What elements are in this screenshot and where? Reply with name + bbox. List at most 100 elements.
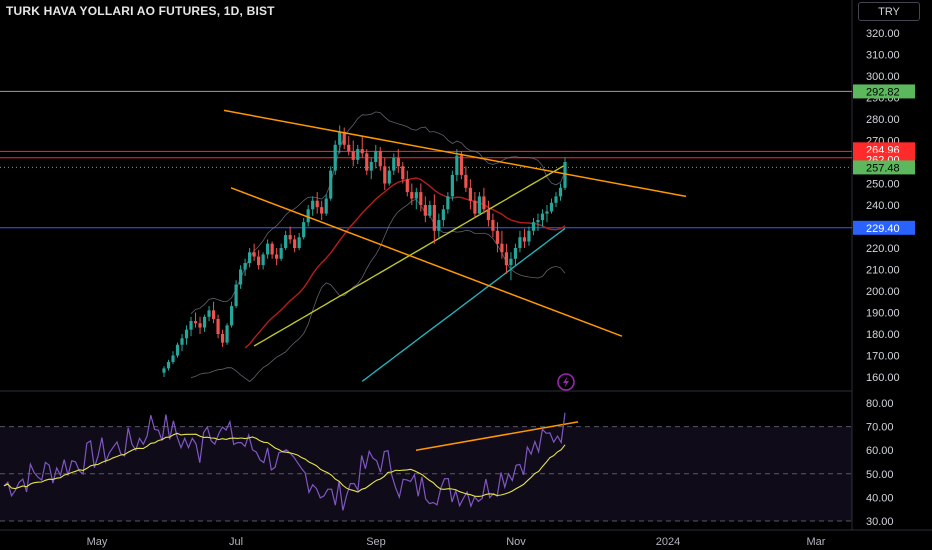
candle-body bbox=[338, 131, 342, 145]
candle-body bbox=[329, 170, 333, 199]
price-tick-label: 320.00 bbox=[866, 28, 900, 40]
candle-body bbox=[293, 239, 297, 248]
rsi-series bbox=[3, 412, 566, 511]
candle-body bbox=[545, 211, 549, 214]
bollinger-bands bbox=[190, 111, 566, 383]
candle-body bbox=[297, 237, 301, 248]
price-label: 257.48 bbox=[866, 162, 900, 174]
candle-body bbox=[509, 258, 513, 266]
time-tick-label: Mar bbox=[807, 536, 826, 548]
candle-body bbox=[428, 205, 432, 216]
horizontal-lines[interactable] bbox=[0, 90, 852, 229]
candle-body bbox=[252, 252, 256, 257]
candle-body bbox=[495, 230, 500, 244]
time-tick-label: Nov bbox=[506, 536, 526, 548]
price-tick-label: 300.00 bbox=[866, 71, 900, 83]
candle-body bbox=[342, 131, 346, 145]
candle-body bbox=[193, 321, 198, 324]
rsi-line bbox=[3, 412, 566, 511]
candle-body bbox=[184, 329, 189, 339]
candle-body bbox=[549, 202, 554, 212]
candle-body bbox=[243, 263, 247, 270]
candle-body bbox=[284, 235, 288, 248]
candle-body bbox=[473, 200, 477, 214]
time-axis[interactable]: May Jul Sep Nov 2024 Mar bbox=[87, 536, 826, 548]
candle-body bbox=[324, 198, 328, 214]
candle-body bbox=[333, 144, 337, 171]
candle-body bbox=[279, 248, 283, 259]
trendlines[interactable] bbox=[223, 109, 687, 451]
price-label-box bbox=[853, 160, 915, 175]
candle-body bbox=[554, 196, 558, 203]
price-label-box bbox=[853, 84, 915, 99]
price-tick-label: 180.00 bbox=[866, 329, 900, 341]
rsi-tick-label: 30.00 bbox=[866, 516, 894, 528]
candle-body bbox=[378, 151, 382, 167]
ma-red-line bbox=[244, 177, 566, 349]
bollinger-lower bbox=[190, 198, 566, 383]
candle-body bbox=[513, 248, 518, 259]
price-label: 229.40 bbox=[866, 223, 900, 235]
candle-body bbox=[171, 355, 175, 362]
candle-body bbox=[302, 222, 306, 238]
candle-body bbox=[419, 192, 423, 205]
candle-body bbox=[401, 166, 405, 180]
candle-body bbox=[522, 237, 527, 242]
currency-button[interactable]: TRY bbox=[858, 2, 920, 21]
candle-body bbox=[351, 151, 355, 160]
candle-body bbox=[441, 209, 445, 221]
candle-body bbox=[238, 269, 243, 285]
candle-body bbox=[275, 254, 279, 259]
candle-body bbox=[180, 338, 184, 345]
candle-body bbox=[315, 200, 319, 208]
price-tick-label: 170.00 bbox=[866, 351, 900, 363]
candle-body bbox=[365, 153, 369, 171]
candle-body bbox=[374, 151, 378, 162]
candle-body bbox=[248, 252, 252, 264]
candle-body bbox=[468, 187, 472, 201]
rsi-tick-label: 80.00 bbox=[866, 398, 894, 410]
candle-body bbox=[288, 235, 292, 240]
trendline-upper bbox=[223, 109, 687, 198]
candle-body bbox=[369, 162, 373, 171]
rsi-tick-label: 40.00 bbox=[866, 492, 894, 504]
candle-body bbox=[220, 334, 225, 343]
candle-body bbox=[162, 368, 166, 373]
time-tick-label: Sep bbox=[366, 536, 386, 548]
candle-body bbox=[518, 237, 522, 248]
candle-body bbox=[347, 144, 351, 152]
time-tick-label: May bbox=[87, 536, 108, 548]
candle-body bbox=[234, 284, 238, 307]
candle-body bbox=[392, 157, 396, 171]
price-axis[interactable]: 320.00310.00300.00290.00280.00270.00260.… bbox=[866, 28, 900, 384]
candle-body bbox=[202, 316, 207, 328]
price-tick-label: 310.00 bbox=[866, 50, 900, 62]
chart-title: TURK HAVA YOLLARI AO FUTURES, 1D, BIST bbox=[6, 4, 275, 18]
price-tick-label: 280.00 bbox=[866, 114, 900, 126]
candle-body bbox=[166, 361, 171, 369]
price-tick-label: 190.00 bbox=[866, 308, 900, 320]
ma-teal-line bbox=[361, 227, 566, 382]
price-label-box bbox=[853, 220, 915, 235]
candle-body bbox=[410, 192, 414, 199]
candle-body bbox=[405, 179, 409, 193]
candlestick-series[interactable] bbox=[162, 125, 567, 377]
candle-body bbox=[437, 220, 441, 231]
lightning-icon[interactable] bbox=[557, 373, 575, 391]
candle-body bbox=[446, 196, 450, 210]
price-tick-label: 220.00 bbox=[866, 243, 900, 255]
candle-body bbox=[360, 149, 364, 154]
candle-body bbox=[540, 213, 545, 221]
candle-body bbox=[396, 157, 400, 167]
rsi-signal-line bbox=[3, 432, 566, 497]
bollinger-upper bbox=[190, 111, 566, 314]
candle-body bbox=[536, 220, 540, 223]
candle-body bbox=[387, 170, 391, 184]
candle-body bbox=[491, 220, 495, 231]
rsi-trendline bbox=[415, 421, 579, 451]
time-tick-label: Jul bbox=[229, 536, 243, 548]
price-tick-label: 200.00 bbox=[866, 286, 900, 298]
candle-body bbox=[198, 323, 202, 328]
